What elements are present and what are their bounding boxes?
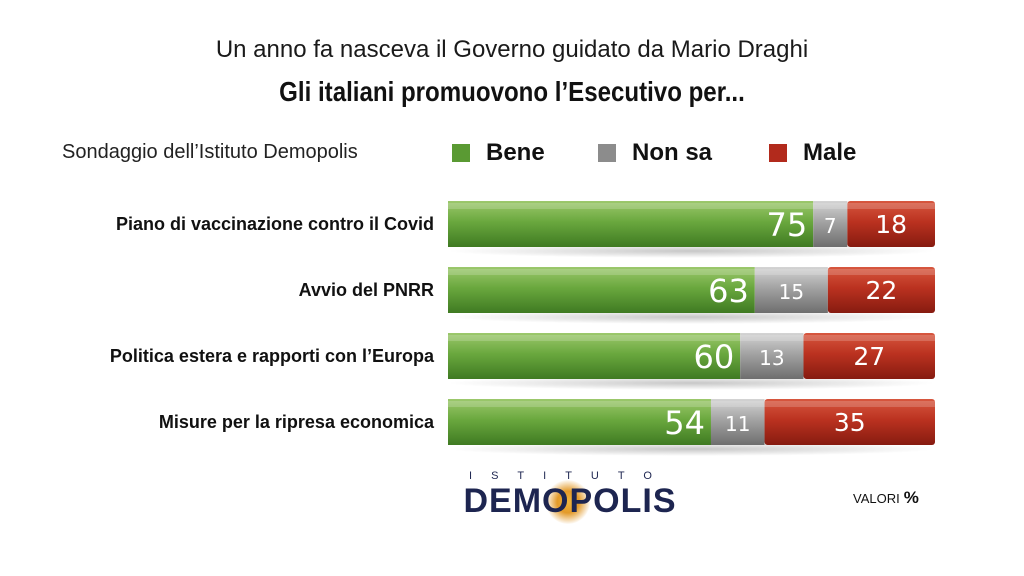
- units-label: VALORI: [853, 491, 900, 506]
- demopolis-logo: ISTITUTO DEMOPOLIS: [450, 470, 690, 524]
- category-label-vaccinazione: Piano di vaccinazione contro il Covid: [115, 214, 434, 234]
- data-label-male-1: 22: [866, 276, 898, 305]
- legend-item-male: Male: [769, 139, 857, 166]
- data-label-bene-2: 60: [693, 338, 734, 376]
- category-label-pnrr: Avvio del PNRR: [298, 280, 434, 300]
- bar-bene-3: [448, 399, 711, 445]
- data-label-non-sa-1: 15: [779, 280, 804, 304]
- data-label-bene-1: 63: [708, 272, 749, 310]
- data-label-bene-0: 75: [767, 206, 808, 244]
- bar-male-3: [764, 399, 935, 445]
- bar-non-sa-1: [754, 267, 828, 313]
- legend-item-bene: Bene: [452, 139, 545, 166]
- legend-swatch-bene: [452, 144, 470, 162]
- bar-male-2: [803, 333, 935, 379]
- data-label-non-sa-0: 7: [824, 214, 837, 238]
- bar-highlight: [448, 401, 935, 407]
- legend-label-non-sa: Non sa: [632, 139, 713, 166]
- bar-highlight: [448, 203, 935, 209]
- logo-main-text: DEMOPOLIS: [463, 482, 677, 520]
- logo-glow: [546, 480, 590, 524]
- data-label-male-2: 27: [853, 342, 885, 371]
- category-label-politica-estera: Politica estera e rapporti con l’Europa: [109, 346, 434, 366]
- data-label-male-0: 18: [875, 210, 907, 239]
- legend-swatch-non-sa: [598, 144, 616, 162]
- units-note: VALORI%: [853, 488, 919, 508]
- bar-male-1: [827, 267, 935, 313]
- bar-bene-1: [448, 267, 755, 313]
- data-label-bene-3: 54: [664, 404, 705, 442]
- bar-non-sa-0: [813, 201, 848, 247]
- bar-non-sa-3: [710, 399, 765, 445]
- bar-bene-2: [448, 333, 741, 379]
- logo-top-text: ISTITUTO: [469, 470, 671, 482]
- data-label-non-sa-3: 11: [725, 412, 750, 436]
- bar-highlight: [448, 335, 935, 341]
- bar-shadow: [448, 442, 935, 456]
- source-label: Sondaggio dell’Istituto Demopolis: [62, 141, 358, 163]
- category-label-ripresa: Misure per la ripresa economica: [158, 412, 434, 432]
- bar-non-sa-2: [740, 333, 804, 379]
- bar-shadow: [448, 376, 935, 390]
- bar-shadow: [448, 244, 935, 258]
- data-label-male-3: 35: [834, 408, 866, 437]
- units-symbol: %: [903, 488, 919, 507]
- legend-label-bene: Bene: [486, 139, 545, 166]
- legend-item-non-sa: Non sa: [598, 139, 713, 166]
- bar-male-0: [847, 201, 935, 247]
- chart-title: Gli italiani promuovono l’Esecutivo per.…: [279, 76, 745, 107]
- bar-bene-0: [448, 201, 814, 247]
- bar-shadow: [448, 310, 935, 324]
- chart-subtitle: Un anno fa nasceva il Governo guidato da…: [215, 36, 809, 63]
- data-label-non-sa-2: 13: [759, 346, 784, 370]
- legend-swatch-male: [769, 144, 787, 162]
- bar-highlight: [448, 269, 935, 275]
- legend-label-male: Male: [803, 139, 857, 166]
